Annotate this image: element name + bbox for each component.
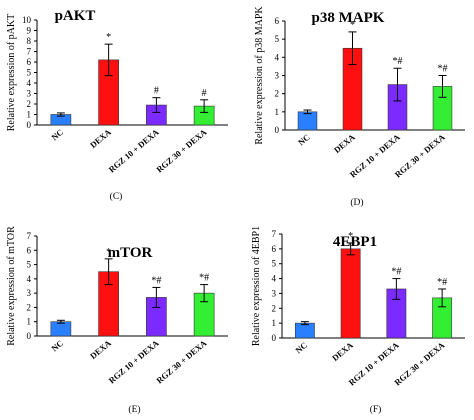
significance-marker: # <box>154 86 159 97</box>
y-tick-label: 5 <box>27 68 32 78</box>
x-category-label: DEXA <box>330 339 356 363</box>
y-tick-label: 8 <box>27 36 32 46</box>
panel-label-d: (D) <box>350 197 363 208</box>
x-category-label: RGZ 30 + DEXA <box>154 337 209 385</box>
chart-title: mTOR <box>108 245 153 261</box>
x-category-label: DEXA <box>88 337 114 361</box>
y-tick-label: 7 <box>27 47 32 57</box>
y-tick-label: 6 <box>27 57 32 67</box>
y-tick-label: 1 <box>272 318 277 328</box>
significance-marker: *# <box>199 273 209 284</box>
y-tick-label: 10 <box>22 15 32 25</box>
y-tick-label: 7 <box>27 231 32 241</box>
y-tick-label: 4 <box>27 274 32 284</box>
bar <box>50 321 72 337</box>
x-category-label: RGZ 30 + DEXA <box>392 339 447 387</box>
y-tick-label: 2 <box>275 89 280 99</box>
x-category-label: NC <box>296 132 312 148</box>
y-tick-label: 6 <box>275 16 280 26</box>
y-tick-label: 6 <box>27 245 32 255</box>
y-tick-label: 5 <box>272 259 277 269</box>
y-tick-label: 3 <box>27 89 32 99</box>
x-category-label: NC <box>49 127 65 143</box>
panel-label-c: (C) <box>110 191 123 202</box>
y-tick-label: 1 <box>275 107 280 117</box>
chart-title: 4EBP1 <box>333 234 377 250</box>
bar <box>340 248 361 339</box>
x-category-label: RGZ 10 + DEXA <box>107 126 162 174</box>
y-tick-label: 3 <box>27 288 32 298</box>
panel-label: (F) <box>370 404 382 415</box>
significance-marker: * <box>106 247 111 258</box>
x-category-label: RGZ 10 + DEXA <box>107 337 162 385</box>
significance-marker: # <box>202 88 207 99</box>
y-tick-label: 4 <box>272 274 277 284</box>
y-tick-label: 2 <box>272 303 277 313</box>
y-tick-label: 4 <box>27 78 32 88</box>
y-tick-label: 2 <box>27 99 32 109</box>
y-tick-label: 1 <box>27 110 32 120</box>
y-tick-label: 4 <box>275 52 280 62</box>
significance-marker: *# <box>438 64 448 75</box>
x-category-label: RGZ 30 + DEXA <box>154 126 209 174</box>
bar <box>297 111 318 131</box>
y-axis-label: Relative expression of p38 MAPK <box>254 6 265 145</box>
significance-marker: * <box>348 231 353 242</box>
y-tick-label: 5 <box>275 34 280 44</box>
chart-title: pAKT <box>55 8 96 24</box>
y-tick-label: 9 <box>27 26 32 36</box>
chart-title: p38 MAPK <box>312 10 385 26</box>
panel-label: (E) <box>128 404 140 415</box>
y-tick-label: 0 <box>27 331 32 341</box>
y-tick-label: 7 <box>272 229 277 239</box>
y-tick-label: 0 <box>272 333 277 343</box>
y-axis-label: Relative expression of mTOR <box>6 226 17 346</box>
x-category-label: NC <box>293 340 309 356</box>
y-axis-label: Relative expression of pAKT <box>6 14 17 131</box>
y-tick-label: 5 <box>27 260 32 270</box>
x-category-label: DEXA <box>332 131 358 155</box>
y-tick-label: 6 <box>272 244 277 254</box>
y-tick-label: 3 <box>272 288 277 298</box>
significance-marker: * <box>106 32 111 43</box>
x-category-label: NC <box>49 338 65 354</box>
y-tick-label: 0 <box>275 125 280 135</box>
y-axis-label: Relative expression of 4EBP1 <box>251 226 262 346</box>
y-tick-label: 1 <box>27 317 32 327</box>
y-tick-label: 3 <box>275 71 280 81</box>
significance-marker: *# <box>151 275 161 286</box>
significance-marker: * <box>350 20 355 31</box>
significance-marker: *# <box>437 277 447 288</box>
y-tick-label: 2 <box>27 302 32 312</box>
x-category-label: DEXA <box>88 126 114 150</box>
bar <box>294 322 315 339</box>
significance-marker: *# <box>391 267 401 278</box>
y-tick-label: 0 <box>27 120 32 130</box>
significance-marker: *# <box>393 56 403 67</box>
